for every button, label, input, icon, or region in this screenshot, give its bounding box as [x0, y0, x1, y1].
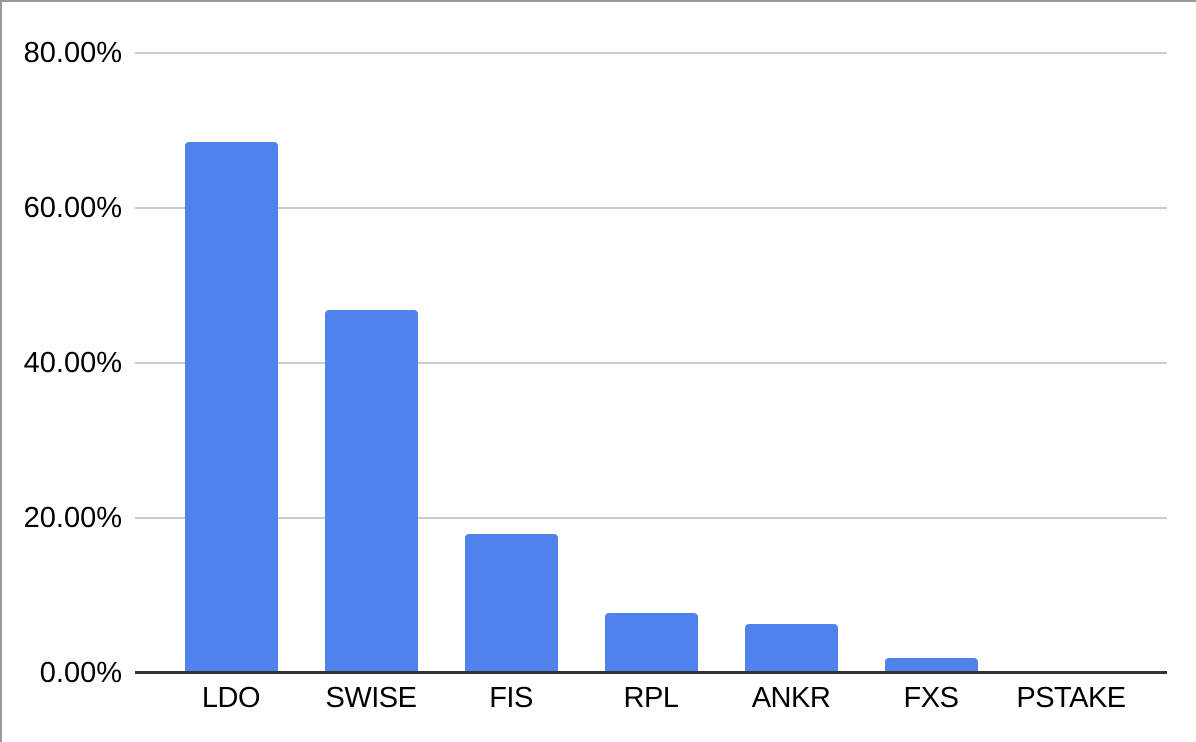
y-axis-tick-label: 60.00%: [23, 192, 122, 224]
x-axis-label-pstake: PSTAKE: [1016, 682, 1126, 714]
gridline: [135, 52, 1167, 54]
x-axis-label-fis: FIS: [489, 682, 533, 714]
bar-slot: [861, 53, 1001, 673]
x-axis-label-ankr: ANKR: [751, 682, 831, 714]
bar-slot: [441, 53, 581, 673]
bar-series: [161, 53, 1141, 673]
y-axis-tick-label: 40.00%: [23, 347, 122, 379]
bar-fis: [464, 534, 558, 673]
x-axis-label-ldo: LDO: [201, 682, 261, 714]
x-axis-label-fxs: FXS: [903, 682, 959, 714]
bar-ldo: [184, 142, 278, 673]
bar-slot: [161, 53, 301, 673]
x-axis-labels: LDO SWISE FIS RPL ANKR FXS PSTAKE: [161, 680, 1141, 716]
bar-ankr: [744, 624, 838, 673]
gridline: [135, 517, 1167, 519]
x-axis-label-rpl: RPL: [623, 682, 679, 714]
bar-slot: [1001, 53, 1141, 673]
bar-slot: [301, 53, 441, 673]
y-axis-tick-label: 0.00%: [39, 657, 122, 689]
bar-slot: [581, 53, 721, 673]
gridline: [135, 207, 1167, 209]
bar-rpl: [604, 613, 698, 673]
bar-swise: [324, 310, 418, 673]
gridline: [135, 362, 1167, 364]
plot-area: [135, 52, 1167, 674]
bar-slot: [721, 53, 861, 673]
y-axis-tick-label: 20.00%: [23, 502, 122, 534]
y-axis-tick-label: 80.00%: [23, 37, 122, 69]
x-axis-label-swise: SWISE: [325, 682, 417, 714]
bar-fxs: [884, 658, 978, 673]
x-axis-line: [135, 671, 1167, 674]
